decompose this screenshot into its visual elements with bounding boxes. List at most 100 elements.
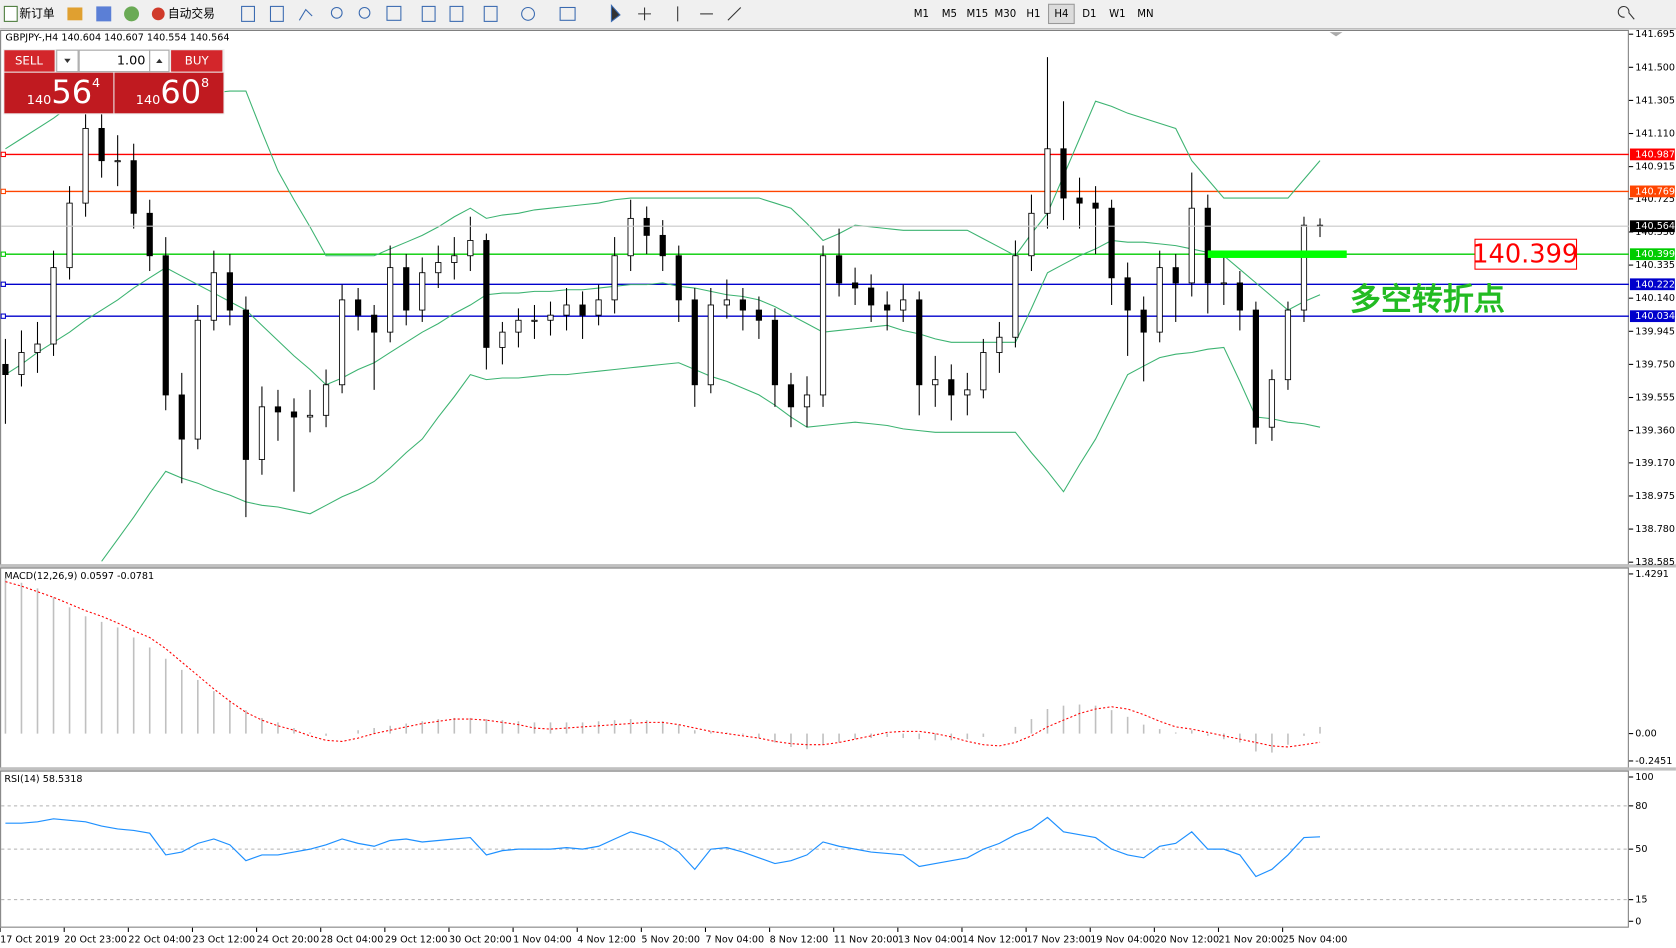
icon[interactable] bbox=[330, 6, 343, 19]
icon[interactable] bbox=[386, 5, 402, 21]
icon[interactable] bbox=[241, 5, 255, 22]
candle-body bbox=[675, 255, 682, 301]
candle-body bbox=[162, 255, 169, 396]
candle-body bbox=[1060, 148, 1067, 199]
auto-trading-button[interactable]: 自动交易 bbox=[151, 6, 215, 21]
candle-body bbox=[1044, 148, 1051, 214]
timeframe-button[interactable]: H4 bbox=[1054, 9, 1068, 20]
y-tick-label: 138.780 bbox=[1635, 524, 1675, 535]
icon[interactable] bbox=[124, 6, 140, 22]
icon[interactable] bbox=[358, 6, 371, 19]
icon[interactable] bbox=[298, 8, 313, 21]
highlight-bar bbox=[1207, 250, 1347, 258]
last-price-bg bbox=[1629, 220, 1675, 233]
candle-body bbox=[627, 217, 634, 257]
x-tick-label: 29 Oct 12:00 bbox=[385, 934, 448, 945]
icon[interactable] bbox=[727, 7, 742, 21]
x-tick-label: 11 Nov 20:00 bbox=[834, 934, 899, 945]
candle-body bbox=[34, 343, 41, 353]
candle-body bbox=[1124, 277, 1131, 311]
y-tick-label: 0 bbox=[1635, 916, 1641, 927]
icon[interactable] bbox=[483, 5, 498, 22]
ask-quote[interactable]: 140 60 8 bbox=[114, 72, 224, 114]
candle-body bbox=[900, 299, 907, 311]
new-order-button[interactable]: 新订单 bbox=[3, 5, 55, 22]
candle-body bbox=[659, 234, 666, 257]
candle-body bbox=[371, 314, 378, 333]
buy-button[interactable]: BUY bbox=[171, 50, 223, 72]
quote-bg bbox=[114, 72, 224, 114]
icon[interactable] bbox=[521, 6, 536, 21]
candle-body bbox=[771, 319, 779, 386]
macd-signal bbox=[5, 581, 1321, 748]
icon[interactable] bbox=[67, 7, 83, 21]
icon[interactable] bbox=[638, 7, 651, 21]
timeframe-button[interactable]: W1 bbox=[1109, 9, 1125, 20]
y-tick-label: 141.695 bbox=[1635, 29, 1675, 40]
search-icon[interactable] bbox=[1617, 5, 1635, 20]
candle-body bbox=[996, 336, 1003, 353]
candle-body bbox=[531, 319, 538, 322]
x-tick-label: 25 Nov 04:00 bbox=[1283, 934, 1348, 945]
level-label-bg bbox=[1629, 185, 1675, 198]
candle-body bbox=[387, 267, 394, 333]
y-tick-label: 139.945 bbox=[1635, 326, 1675, 337]
timeframe-button[interactable]: M1 bbox=[914, 9, 929, 20]
level-handle bbox=[0, 251, 6, 257]
rsi-panel bbox=[0, 770, 1629, 928]
candle-body bbox=[1188, 207, 1195, 284]
x-tick-label: 4 Nov 12:00 bbox=[577, 934, 636, 945]
candle-body bbox=[403, 267, 410, 311]
candle-body bbox=[579, 304, 586, 316]
candle-body bbox=[819, 255, 827, 396]
candle-body bbox=[1220, 282, 1227, 285]
icon bbox=[151, 7, 165, 21]
x-tick-label: 24 Oct 20:00 bbox=[257, 934, 320, 945]
y-tick-label: 0.00 bbox=[1635, 729, 1656, 740]
timeframe-button[interactable]: MN bbox=[1137, 9, 1153, 20]
y-tick-label: 141.110 bbox=[1635, 129, 1675, 140]
timeframe-button[interactable]: M30 bbox=[995, 9, 1017, 20]
y-tick-label: 140.335 bbox=[1635, 260, 1675, 271]
icon[interactable] bbox=[96, 6, 112, 22]
icon[interactable] bbox=[269, 5, 284, 22]
level-handle bbox=[0, 313, 6, 319]
last-price-label: 140.564 bbox=[1635, 221, 1675, 232]
y-tick-label: 140.530 bbox=[1635, 227, 1675, 238]
candle-body bbox=[274, 406, 282, 413]
y-tick-label: 50 bbox=[1635, 844, 1647, 855]
icon[interactable] bbox=[449, 5, 464, 22]
candle-body bbox=[18, 352, 25, 376]
candle-body bbox=[499, 331, 506, 348]
bid-quote[interactable]: 140 56 4 bbox=[4, 72, 114, 114]
level-handle bbox=[0, 151, 6, 158]
level-label: 140.399 bbox=[1635, 249, 1675, 260]
quote-pip: 8 bbox=[201, 76, 209, 91]
candle-body bbox=[884, 304, 891, 311]
level-label-bg bbox=[1629, 148, 1675, 161]
candle-body bbox=[226, 272, 233, 311]
candle-body bbox=[322, 384, 330, 416]
candle-body bbox=[1252, 309, 1259, 428]
level-handle bbox=[0, 188, 6, 195]
x-tick-label: 22 Oct 04:00 bbox=[128, 934, 191, 945]
candle-body bbox=[835, 255, 843, 284]
timeframe-button[interactable]: D1 bbox=[1082, 9, 1096, 20]
icon[interactable] bbox=[559, 6, 576, 21]
timeframe-button[interactable]: M5 bbox=[942, 9, 957, 20]
icon[interactable] bbox=[610, 3, 621, 23]
sell-button[interactable]: SELL bbox=[4, 50, 55, 72]
candle-body bbox=[803, 394, 811, 408]
quote-big: 140 bbox=[27, 93, 51, 108]
panel-separator bbox=[0, 767, 1676, 771]
candle-body bbox=[1108, 207, 1115, 279]
y-tick-label: 139.555 bbox=[1635, 393, 1675, 404]
timeframe-button[interactable]: M15 bbox=[967, 9, 989, 20]
candle-body bbox=[852, 282, 859, 289]
icon[interactable] bbox=[421, 5, 436, 22]
callout-text: 140.399 bbox=[1472, 239, 1578, 269]
candle-body bbox=[290, 411, 298, 418]
timeframe-button[interactable]: H1 bbox=[1026, 9, 1040, 20]
level-label: 140.769 bbox=[1635, 186, 1675, 197]
x-tick-label: 5 Nov 20:00 bbox=[641, 934, 700, 945]
